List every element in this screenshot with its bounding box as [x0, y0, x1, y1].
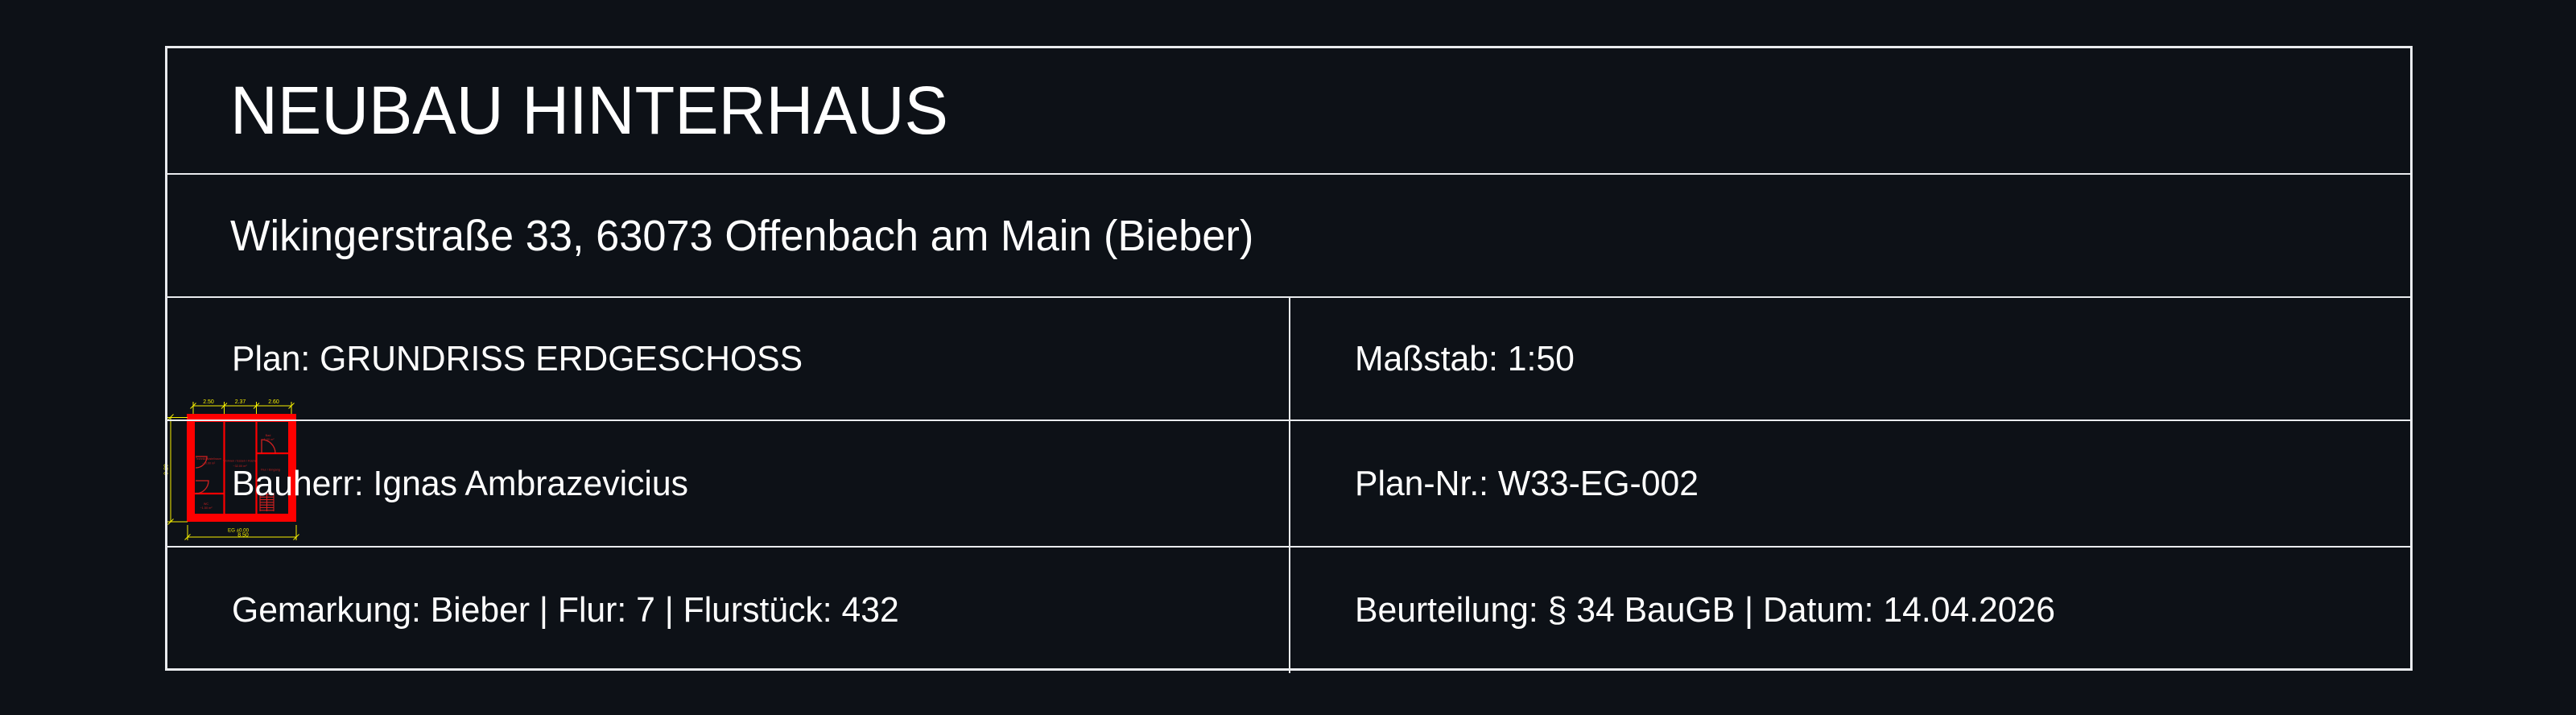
title-row: NEUBAU HINTERHAUS [167, 48, 2410, 173]
plan-dimensions [167, 402, 299, 540]
scale-text: Maßstab: 1:50 [1355, 338, 1575, 378]
room-bad-area: ~5.00 m² [262, 438, 275, 441]
plan-name-cell: Plan: GRUNDRISS ERDGESCHOSS [167, 298, 1289, 419]
parcel-assessment-row: Gemarkung: Bieber | Flur: 7 | Flurstück:… [167, 546, 2410, 673]
scale-cell: Maßstab: 1:50 [1289, 298, 2410, 419]
plan-stairs [259, 493, 275, 511]
plan-number-cell: Plan-Nr.: W33-EG-002 [1289, 421, 2410, 546]
room-wc-area: ~1.50 m² [200, 506, 213, 510]
client-text: Bauherr: Ignas Ambrazevicius [232, 463, 688, 503]
parcel-text: Gemarkung: Bieber | Flur: 7 | Flurstück:… [232, 590, 899, 630]
plan-doors [195, 439, 276, 494]
assessment-text: Beurteilung: § 34 BauGB | Datum: 14.04.2… [1355, 590, 2056, 630]
plan-scale-row: Plan: GRUNDRISS ERDGESCHOSS Maßstab: 1:5… [167, 296, 2410, 419]
plan-walls [187, 414, 296, 522]
dim-top-3: 2.60 [268, 399, 279, 405]
address-row: Wikingerstraße 33, 63073 Offenbach am Ma… [167, 173, 2410, 296]
project-address: Wikingerstraße 33, 63073 Offenbach am Ma… [230, 211, 1254, 260]
room-technik-label: Technik/Abstellraum [196, 457, 221, 461]
client-cell: Bauherr: Ignas Ambrazevicius [167, 421, 1289, 546]
room-wohnen-label: Wohnen / Essen / Küche [223, 460, 257, 463]
dim-top-1: 2.50 [203, 399, 214, 405]
level-label: EG ±0.00 [228, 528, 250, 534]
room-wc-label: WC [204, 502, 209, 506]
plan-room-labels: Technik/Abstellraum ~10.00 m² Wohnen / E… [196, 434, 280, 510]
room-wohnen-area: ~32.00 m² [233, 465, 247, 468]
parcel-cell: Gemarkung: Bieber | Flur: 7 | Flurstück:… [167, 548, 1289, 673]
plan-name-text: Plan: GRUNDRISS ERDGESCHOSS [232, 338, 803, 378]
floor-plan-thumbnail: Technik/Abstellraum ~10.00 m² Wohnen / E… [164, 399, 299, 540]
title-block: NEUBAU HINTERHAUS Wikingerstraße 33, 630… [165, 46, 2413, 673]
dim-bottom: 8.50 [237, 533, 249, 539]
client-plannr-row: Bauherr: Ignas Ambrazevicius Plan-Nr.: W… [167, 419, 2410, 546]
room-bad-label: Bad [266, 434, 271, 437]
room-flur-label: Flur / Eingang [261, 469, 280, 472]
plan-number-text: Plan-Nr.: W33-EG-002 [1355, 463, 1699, 503]
assessment-cell: Beurteilung: § 34 BauGB | Datum: 14.04.2… [1289, 548, 2410, 673]
project-title: NEUBAU HINTERHAUS [230, 72, 948, 148]
room-technik-area: ~10.00 m² [202, 462, 216, 465]
dim-top-2: 2.37 [235, 399, 246, 405]
